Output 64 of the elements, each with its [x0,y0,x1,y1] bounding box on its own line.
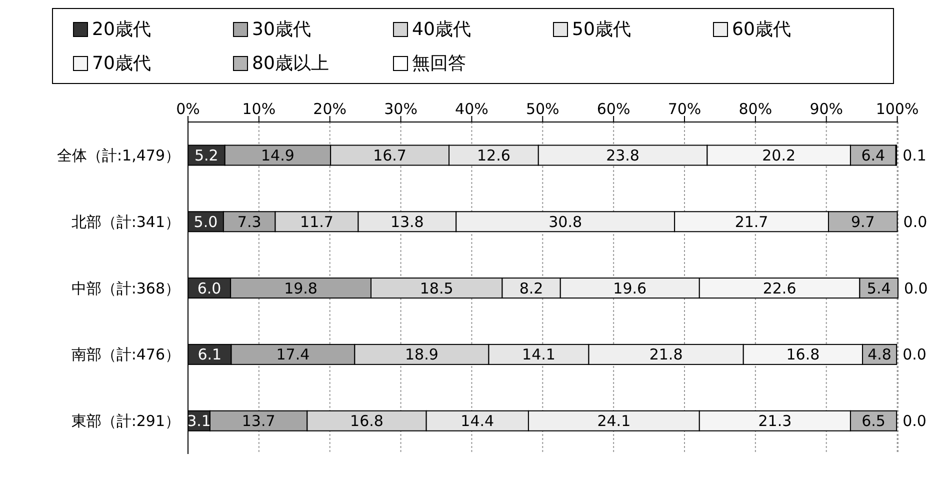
data-label: 3.1 [187,412,211,430]
data-label: 5.0 [194,212,218,231]
legend-label: 20歳代 [92,18,151,41]
data-label: 0.0 [903,212,928,231]
y-tick-label: 東部（計:291） [71,412,180,430]
x-tick-label: 0% [176,100,200,118]
legend-label: 80歳以上 [252,52,329,75]
x-tick-label: 80% [738,100,772,118]
x-tick-label: 70% [668,100,702,118]
data-label: 0.0 [904,279,928,298]
data-label: 18.5 [420,279,454,298]
data-label: 16.7 [373,146,406,164]
data-label: 0.0 [902,412,926,430]
data-label: 4.8 [868,346,892,364]
data-label: 6.5 [862,412,886,430]
data-label: 5.4 [866,279,891,298]
data-label: 6.0 [197,279,222,298]
y-tick-label: 中部（計:368） [71,279,180,298]
data-label: 20.2 [762,146,796,164]
data-label: 21.3 [758,412,792,430]
data-label: 23.8 [606,146,640,164]
x-tick-label: 100% [876,100,919,118]
data-label: 0.0 [902,346,926,364]
data-label: 6.4 [861,146,886,164]
data-label: 19.8 [284,279,318,298]
data-label: 5.2 [194,146,218,164]
x-tick-label: 20% [313,100,347,118]
data-label: 0.1 [902,146,926,164]
data-label: 11.7 [300,212,334,231]
legend-label: 70歳代 [92,52,151,75]
data-label: 6.1 [198,346,222,364]
x-tick-label: 60% [596,100,630,118]
x-tick-label: 10% [242,100,276,118]
data-label: 14.1 [522,346,556,364]
data-label: 18.9 [405,346,438,364]
data-label: 12.6 [477,146,510,164]
data-label: 8.2 [519,279,544,298]
data-label: 14.4 [460,412,494,430]
data-label: 17.4 [276,346,310,364]
x-tick-label: 40% [455,100,488,118]
data-label: 13.8 [390,212,424,231]
legend-label: 30歳代 [252,18,311,41]
x-tick-label: 90% [810,100,844,118]
data-label: 7.3 [237,212,262,231]
legend-label: 60歳代 [732,18,791,41]
data-label: 24.1 [597,412,631,430]
legend-label: 40歳代 [412,18,471,41]
y-tick-label: 北部（計:341） [71,212,180,231]
data-label: 21.8 [649,346,683,364]
x-tick-label: 50% [526,100,560,118]
y-tick-label: 南部（計:476） [71,346,180,364]
data-label: 9.7 [850,212,875,231]
y-tick-label: 全体（計:1,479） [57,146,180,165]
data-label: 30.8 [548,212,582,231]
data-label: 14.9 [261,146,294,164]
data-label: 13.7 [242,412,276,430]
data-label: 22.6 [762,279,796,298]
x-tick-label: 30% [384,100,418,118]
legend-label: 無回答 [412,52,466,75]
data-label: 16.8 [350,412,384,430]
data-label: 19.6 [613,279,647,298]
data-label: 21.7 [734,212,768,231]
data-label: 16.8 [786,346,820,364]
legend-label: 50歳代 [572,18,631,41]
